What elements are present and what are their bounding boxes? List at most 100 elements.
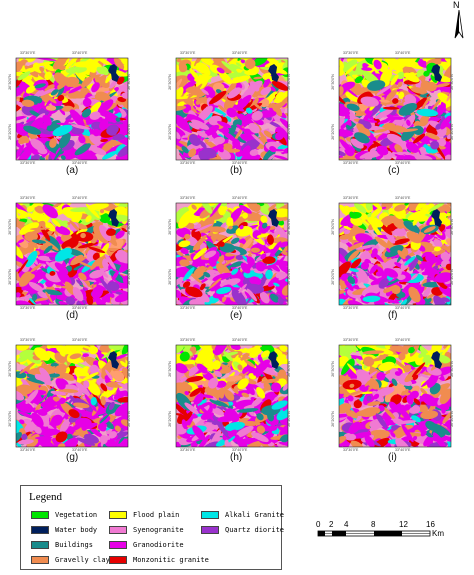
coordinate-tick: 26°20'0"N <box>126 411 131 427</box>
scale-tick-label: 12 <box>399 520 408 529</box>
coordinate-tick: 26°20'0"N <box>7 124 12 140</box>
classified-map <box>175 202 289 306</box>
coordinate-tick: 33°40'0"E <box>395 448 411 452</box>
coordinate-tick: 26°30'0"N <box>126 74 131 90</box>
coordinate-tick: 33°30'0"E <box>343 51 359 55</box>
coordinate-tick: 33°30'0"E <box>343 338 359 342</box>
coordinate-tick: 26°30'0"N <box>330 74 335 90</box>
water-body <box>268 64 280 82</box>
coordinate-tick: 26°30'0"N <box>167 219 172 235</box>
coordinate-tick: 33°30'0"E <box>180 196 196 200</box>
coordinate-tick: 33°40'0"E <box>232 448 248 452</box>
legend-label: Gravelly clay <box>55 556 110 564</box>
legend-label: Granodiorite <box>133 541 184 549</box>
legend-swatch <box>109 526 127 534</box>
coordinate-tick: 26°20'0"N <box>286 411 291 427</box>
coordinate-tick: 33°30'0"E <box>180 338 196 342</box>
legend-swatch <box>201 511 219 519</box>
coordinate-tick: 26°30'0"N <box>330 361 335 377</box>
legend-label: Vegetation <box>55 511 98 519</box>
coordinate-tick: 33°40'0"E <box>395 161 411 165</box>
legend-swatch <box>31 541 49 549</box>
panel-label: (h) <box>230 452 243 463</box>
panel-label: (d) <box>66 310 79 321</box>
map-panel: 33°30'0"E 33°40'0"E 33°30'0"E 33°40'0"E 26°3… <box>167 195 306 335</box>
legend-label: Quartz diorite <box>225 526 285 534</box>
coordinate-tick: 33°40'0"E <box>395 306 411 310</box>
classified-map <box>15 344 129 448</box>
water-body <box>108 351 120 369</box>
scale-unit: Km <box>432 529 444 538</box>
coordinate-tick: 33°40'0"E <box>72 338 88 342</box>
water-body <box>431 209 443 227</box>
legend-item: Flood plain <box>109 510 179 520</box>
coordinate-tick: 33°30'0"E <box>20 51 36 55</box>
coordinate-tick: 33°40'0"E <box>72 51 88 55</box>
legend-item: Alkali Granite <box>201 510 284 520</box>
map-panel: 33°30'0"E 33°40'0"E 33°30'0"E 33°40'0"E 26°3… <box>330 195 469 335</box>
coordinate-tick: 26°30'0"N <box>286 74 291 90</box>
legend-item: Granodiorite <box>109 540 184 550</box>
coordinate-tick: 33°30'0"E <box>20 196 36 200</box>
water-body <box>268 209 280 227</box>
coordinate-tick: 33°30'0"E <box>20 338 36 342</box>
legend-label: Water body <box>55 526 98 534</box>
coordinate-tick: 33°30'0"E <box>180 161 196 165</box>
coordinate-tick: 33°30'0"E <box>180 448 196 452</box>
legend-swatch <box>201 526 219 534</box>
coordinate-tick: 26°30'0"N <box>7 361 12 377</box>
scale-tick-label: 2 <box>329 520 334 529</box>
coordinate-tick: 33°40'0"E <box>72 196 88 200</box>
legend-label: Flood plain <box>133 511 180 519</box>
legend-title: Legend <box>29 491 62 503</box>
coordinate-tick: 33°40'0"E <box>232 338 248 342</box>
coordinate-tick: 33°30'0"E <box>343 161 359 165</box>
classified-map <box>338 202 452 306</box>
coordinate-tick: 33°40'0"E <box>395 338 411 342</box>
map-panel: 33°30'0"E 33°40'0"E 33°30'0"E 33°40'0"E 26°3… <box>330 337 469 477</box>
legend-item: Water body <box>31 525 97 535</box>
legend-label: Buildings <box>55 541 93 549</box>
coordinate-tick: 33°40'0"E <box>395 196 411 200</box>
coordinate-tick: 26°30'0"N <box>449 219 454 235</box>
coordinate-tick: 26°30'0"N <box>449 361 454 377</box>
coordinate-tick: 26°20'0"N <box>7 411 12 427</box>
water-body <box>431 64 443 82</box>
legend-item: Monzonitic granite <box>109 555 209 565</box>
coordinate-tick: 26°30'0"N <box>126 361 131 377</box>
classified-map <box>15 57 129 161</box>
coordinate-tick: 33°30'0"E <box>20 306 36 310</box>
legend-item: Quartz diorite <box>201 525 284 535</box>
legend-item: Vegetation <box>31 510 97 520</box>
map-panel: 33°30'0"E 33°40'0"E 33°30'0"E 33°40'0"E 26°3… <box>7 50 146 190</box>
map-panel: 33°30'0"E 33°40'0"E 33°30'0"E 33°40'0"E 26°3… <box>7 195 146 335</box>
coordinate-tick: 33°40'0"E <box>232 306 248 310</box>
coordinate-tick: 26°20'0"N <box>330 269 335 285</box>
coordinate-tick: 33°40'0"E <box>72 161 88 165</box>
legend-item: Gravelly clay <box>31 555 110 565</box>
north-arrow: N <box>449 0 469 44</box>
legend-label: Monzonitic granite <box>133 556 209 564</box>
scale-bar: 0 2 4 8 12 16 Km <box>312 520 472 550</box>
coordinate-tick: 33°30'0"E <box>180 51 196 55</box>
coordinate-tick: 26°20'0"N <box>330 411 335 427</box>
coordinate-tick: 26°20'0"N <box>449 124 454 140</box>
coordinate-tick: 26°20'0"N <box>449 269 454 285</box>
coordinate-tick: 26°20'0"N <box>126 124 131 140</box>
legend-swatch <box>31 526 49 534</box>
coordinate-tick: 26°20'0"N <box>330 124 335 140</box>
north-arrow-label: N <box>453 0 460 10</box>
legend-swatch <box>109 511 127 519</box>
panel-label: (i) <box>388 452 397 463</box>
legend-label: Syenogranite <box>133 526 184 534</box>
map-panel: 33°30'0"E 33°40'0"E 33°30'0"E 33°40'0"E 26°3… <box>7 337 146 477</box>
coordinate-tick: 26°20'0"N <box>7 269 12 285</box>
coordinate-tick: 26°20'0"N <box>167 124 172 140</box>
map-panel-grid: 33°30'0"E 33°40'0"E 33°30'0"E 33°40'0"E 26°3… <box>7 50 469 477</box>
scale-bar-graphic <box>317 530 431 537</box>
coordinate-tick: 26°20'0"N <box>167 269 172 285</box>
coordinate-tick: 26°30'0"N <box>449 74 454 90</box>
legend-swatch <box>31 511 49 519</box>
coordinate-tick: 26°30'0"N <box>7 219 12 235</box>
coordinate-tick: 33°40'0"E <box>72 306 88 310</box>
